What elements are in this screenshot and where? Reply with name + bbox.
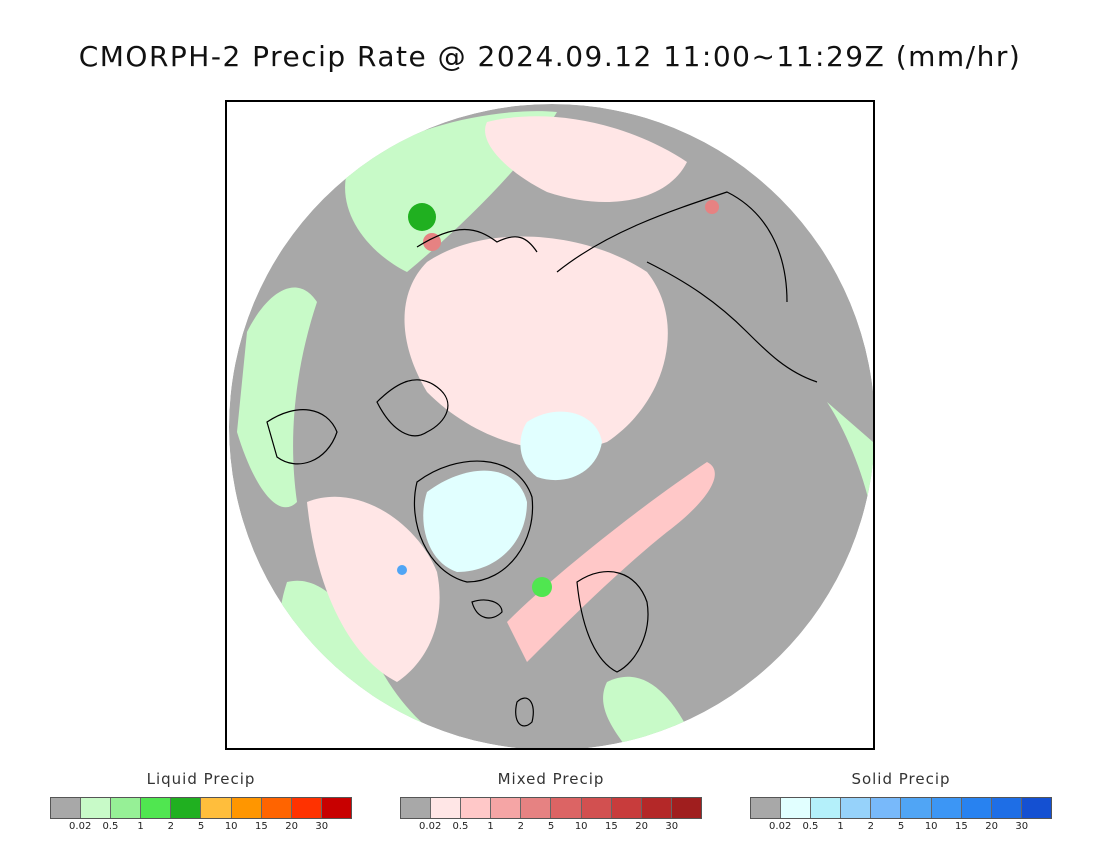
legend-tick-label: 15 [255,821,268,832]
legend-swatch-1 [401,798,432,818]
mixed-precip-area-arctic [404,236,668,450]
legend-liquid-precip: Liquid Precip 0.02 0.5 1 2 5 10 15 20 30 [50,770,352,835]
legend-tick-label: 30 [315,821,329,832]
legend-swatch-3 [111,798,142,818]
legend-swatch-9 [291,798,322,818]
legend-tick-label: 5 [547,821,555,832]
legend-color-bar [400,797,702,819]
legend-swatch-10 [1021,798,1051,818]
liquid-precip-patch-2 [532,577,552,597]
legend-swatch-3 [461,798,492,818]
legend-tick-label: 2 [517,821,524,832]
legend-swatch-4 [141,798,172,818]
legend-tick-label: 15 [605,821,618,832]
legend-swatch-1 [751,798,782,818]
map-title: CMORPH-2 Precip Rate @ 2024.09.12 11:00~… [78,40,1022,73]
legend-tick-label: 1 [837,821,844,832]
precip-field [229,104,873,748]
legend-swatch-8 [961,798,992,818]
legend-swatch-6 [201,798,232,818]
legend-swatch-8 [261,798,292,818]
legend-tick-label: 2 [167,821,174,832]
solid-precip-area-pole [520,411,602,481]
mixed-precip-band [507,462,715,662]
legend-tick-labels: 0.02 0.5 1 2 5 10 15 20 30 [50,821,352,835]
legend-tick-label: 0.5 [452,821,469,832]
legend-tick-label: 1 [137,821,144,832]
legend-mixed-precip: Mixed Precip 0.02 0.5 1 2 5 10 15 20 30 [400,770,702,835]
legend-tick-label: 20 [635,821,648,832]
coastline-russia [556,191,788,303]
legend-swatch-8 [611,798,642,818]
solid-precip-patch-1 [397,565,407,575]
legend-swatch-5 [871,798,902,818]
legend-tick-labels: 0.02 0.5 1 2 5 10 15 20 30 [750,821,1052,835]
legend-swatch-4 [491,798,522,818]
legend-swatch-3 [811,798,842,818]
legend-tick-label: 1 [487,821,494,832]
legend-tick-label: 0.02 [419,821,442,832]
legend-swatch-2 [81,798,112,818]
solid-precip-area-greenland [423,470,527,572]
mixed-precip-area-atlantic [307,496,440,682]
legend-tick-label: 0.02 [69,821,92,832]
legend-swatch-7 [931,798,962,818]
legend-swatch-5 [171,798,202,818]
coastline-britain [515,697,534,727]
legend-swatch-7 [231,798,262,818]
legend-title: Liquid Precip [146,770,256,788]
legend-swatch-5 [521,798,552,818]
legend-tick-label: 20 [285,821,298,832]
legend-title: Mixed Precip [497,770,605,788]
coastline-hudson-bay [266,409,338,465]
coastlines [266,191,818,727]
legend-swatch-9 [641,798,672,818]
legend-title: Solid Precip [851,770,951,788]
polar-map-frame [225,100,875,750]
coastline-siberia [646,261,818,383]
mixed-precip-patch-1 [423,233,441,251]
legend-swatch-1 [51,798,82,818]
legend-swatch-9 [991,798,1022,818]
legend-tick-label: 30 [665,821,679,832]
legend-swatch-10 [671,798,701,818]
liquid-precip-patch-1 [408,203,436,231]
mixed-precip-patch-2 [705,200,719,214]
legend-tick-label: 15 [955,821,968,832]
legend-tick-label: 10 [924,821,938,832]
legend-swatch-2 [431,798,462,818]
legend-swatch-6 [901,798,932,818]
legend-solid-precip: Solid Precip 0.02 0.5 1 2 5 10 15 20 30 [750,770,1052,835]
legend-tick-label: 20 [985,821,998,832]
legend-tick-label: 10 [224,821,238,832]
legend-swatch-6 [551,798,582,818]
legend-tick-label: 5 [197,821,205,832]
legend-tick-label: 0.5 [802,821,819,832]
legend-tick-labels: 0.02 0.5 1 2 5 10 15 20 30 [400,821,702,835]
legend-tick-label: 2 [867,821,874,832]
polar-stereographic-map [229,104,873,748]
liquid-precip-area-east [827,402,873,522]
legend-swatch-4 [841,798,872,818]
coastline-iceland [471,599,503,619]
legend-tick-label: 0.5 [102,821,119,832]
coastline-alaska [416,228,538,253]
coastline-scandinavia [576,571,649,673]
mixed-precip-area-north [485,116,687,202]
liquid-precip-area-west [237,287,317,508]
legend-color-bar [50,797,352,819]
legend-swatch-2 [781,798,812,818]
legend-swatch-7 [581,798,612,818]
legend-tick-label: 30 [1015,821,1029,832]
legend-tick-label: 5 [897,821,905,832]
coastline-greenland [413,460,534,583]
legend-swatch-10 [321,798,351,818]
legend-color-bar [750,797,1052,819]
coastline-canadian-archipelago [376,379,449,437]
legend-tick-label: 0.02 [769,821,792,832]
legend-tick-label: 10 [574,821,588,832]
